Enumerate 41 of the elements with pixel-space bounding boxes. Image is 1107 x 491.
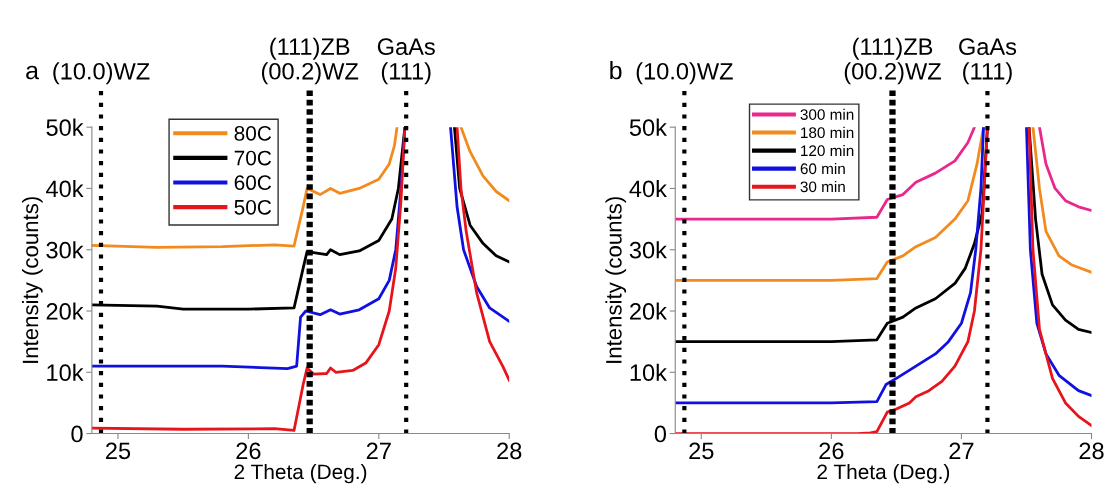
y-tick-label: 10k [47, 363, 84, 382]
y-tick-label: 30k [629, 241, 667, 259]
x-tick-label: 26 [236, 442, 261, 460]
x-tick-label: 28 [497, 442, 522, 460]
legend-label: 300 min [800, 108, 854, 120]
legend-label: 50C [234, 199, 272, 215]
ref-line-label: GaAs (111) [377, 38, 435, 85]
x-tick-label: 28 [1079, 442, 1104, 460]
chart-title: b [610, 60, 622, 80]
legend-label: 120 min [801, 144, 854, 157]
y-tick-label: 20k [46, 302, 84, 320]
y-tick-label: 0 [71, 425, 83, 443]
x-tick-label: 27 [949, 442, 974, 459]
legend-label: 70C [234, 150, 272, 166]
chart-title: a [26, 65, 40, 80]
x-tick-label: 26 [819, 442, 844, 460]
y-tick-label: 0 [654, 425, 667, 443]
legend-label: 30 min [800, 181, 845, 193]
y-tick-label: 40k [629, 179, 667, 198]
y-tick-label: 50k [46, 118, 84, 136]
x-tick-label: 27 [366, 442, 391, 459]
ref-line-label: (111)ZB (00.2)WZ [844, 37, 941, 85]
x-tick-label: 25 [689, 442, 714, 460]
legend-label: 180 min [801, 126, 854, 139]
x-axis-title: 2 Theta (Deg.) [817, 463, 950, 484]
legend-label: 60C [234, 175, 272, 191]
legend-label: 80C [234, 126, 272, 141]
ref-line-label: (111)ZB (00.2)WZ [261, 37, 359, 85]
y-tick-label: 30k [46, 241, 84, 259]
y-axis-title: Intensity (counts) [605, 197, 627, 363]
ref-line-label: (10.0)WZ [53, 62, 150, 85]
x-tick-label: 25 [106, 442, 131, 460]
y-tick-label: 20k [630, 302, 667, 320]
y-tick-label: 40k [46, 179, 84, 198]
ref-line-label: (10.0)WZ [636, 62, 733, 85]
x-axis-title: 2 Theta (Deg.) [234, 463, 367, 484]
legend-label: 60 min [800, 162, 845, 175]
ref-line-label: GaAs (111) [959, 38, 1017, 85]
y-tick-label: 50k [629, 118, 667, 136]
y-axis-title: Intensity (counts) [21, 197, 43, 363]
y-tick-label: 10k [630, 363, 667, 382]
